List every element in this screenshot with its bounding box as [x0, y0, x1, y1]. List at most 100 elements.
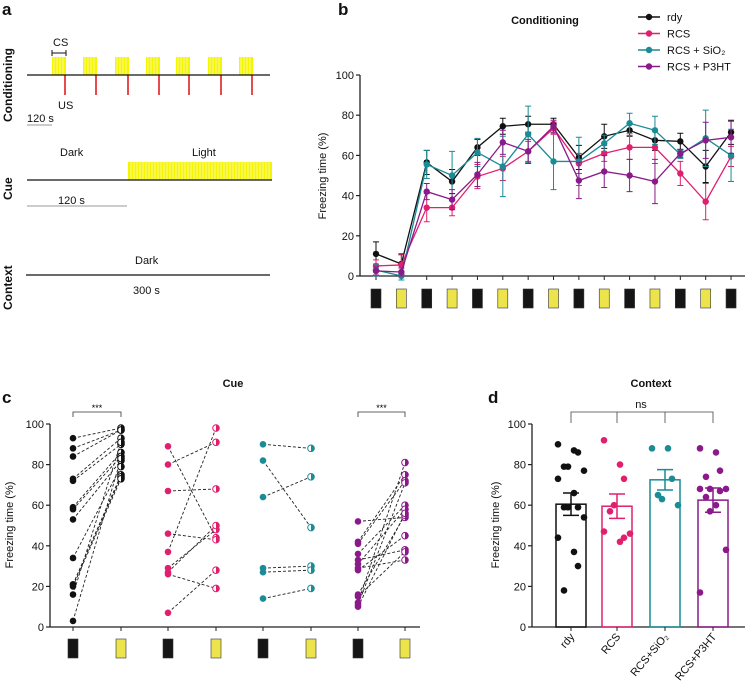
legend-label: RCS	[667, 29, 690, 41]
panel-label-a: a	[2, 0, 12, 19]
dark-point	[354, 518, 362, 525]
chart-b-y-tick-label: 40	[342, 191, 354, 203]
paired-line	[357, 551, 406, 597]
chart-c-light-square	[399, 638, 411, 659]
protocol-diagram: Conditioning Cue Context CS US 120 s Dar…	[1, 37, 272, 310]
chart-b-dark-square	[421, 288, 433, 309]
individual-point	[570, 489, 578, 497]
data-point	[677, 150, 684, 157]
dark-point	[164, 609, 172, 617]
paired-line	[357, 508, 406, 565]
paired-line	[167, 533, 217, 541]
chart-c-dark-square	[257, 638, 269, 659]
individual-point	[620, 475, 628, 483]
individual-point	[574, 503, 582, 511]
context-bar-chart: Context Freezing time (%) 0 20 40 60 80 100 rd…	[490, 378, 745, 683]
bar	[697, 499, 729, 628]
individual-point	[560, 587, 568, 594]
individual-point	[674, 501, 682, 509]
chart-c-y-tick-label: 20	[32, 581, 44, 593]
light-point-half	[405, 510, 409, 517]
dark-point	[164, 530, 172, 537]
data-point	[626, 120, 633, 127]
legend-marker	[645, 13, 653, 21]
chart-c-light-square	[115, 638, 127, 659]
dark-point	[69, 505, 77, 513]
chart-c-dark-square	[352, 638, 364, 659]
individual-point	[600, 436, 608, 444]
chart-b-light-square	[700, 288, 711, 309]
light-point-half	[121, 426, 125, 434]
individual-point	[706, 507, 714, 515]
dark-point	[354, 550, 362, 558]
cs-light-block	[176, 57, 190, 75]
cs-light-block	[83, 57, 97, 75]
chart-d-y-tick-label: 60	[514, 500, 526, 512]
row-label-conditioning: Conditioning	[1, 48, 15, 122]
light-point-half	[121, 455, 125, 462]
conditioning-line-chart: Conditioning Freezing time (%) 0 20 40 60 80…	[317, 12, 745, 309]
context-scale-label: 300 s	[133, 285, 160, 297]
dark-point	[164, 570, 172, 578]
chart-d-y-tick-label: 80	[514, 460, 526, 472]
paired-line	[357, 559, 406, 569]
chart-b-dark-square	[573, 288, 585, 309]
cs-label: CS	[53, 37, 68, 49]
significance-bracket	[570, 411, 714, 423]
individual-point	[664, 445, 672, 452]
individual-point	[702, 493, 710, 501]
significance-label: ***	[376, 403, 387, 413]
paired-line	[72, 458, 122, 622]
panel-label-d: d	[488, 388, 498, 407]
dark-point	[69, 434, 77, 442]
individual-point	[712, 449, 720, 456]
legend-marker	[645, 63, 653, 70]
paired-line	[72, 452, 122, 508]
bar	[601, 505, 633, 628]
data-point	[601, 168, 608, 175]
dark-point	[69, 445, 77, 452]
paired-line	[167, 427, 217, 553]
data-point	[499, 139, 506, 146]
panel-label-b: b	[338, 0, 348, 19]
paired-line	[262, 443, 312, 449]
row-label-cue: Cue	[1, 177, 15, 200]
chart-c-ylabel: Freezing time (%)	[4, 482, 16, 569]
dark-point	[259, 441, 267, 448]
legend-label: RCS + SiO₂	[667, 45, 725, 57]
individual-point	[600, 528, 608, 535]
paired-line	[72, 429, 122, 449]
dark-point	[164, 548, 172, 556]
light-point-half	[216, 424, 220, 432]
data-point	[499, 123, 506, 130]
individual-point	[570, 548, 578, 556]
chart-c-y-tick-label: 80	[32, 460, 44, 472]
data-point	[423, 188, 430, 195]
individual-point	[722, 485, 730, 493]
dark-point	[354, 540, 362, 548]
paired-line	[357, 462, 406, 603]
individual-point	[696, 589, 704, 596]
individual-point	[648, 445, 656, 452]
dark-point	[259, 568, 267, 576]
paired-line	[357, 549, 406, 561]
chart-d-ylabel: Freezing time (%)	[490, 482, 502, 569]
paired-line	[167, 573, 217, 589]
dark-point	[69, 477, 77, 485]
chart-c-dark-square	[67, 638, 79, 659]
chart-b-ylabel: Freezing time (%)	[317, 133, 329, 220]
data-point	[550, 158, 557, 165]
chart-c-y-tick-label: 40	[32, 541, 44, 553]
conditioning-cs-blocks	[52, 57, 253, 95]
chart-b-y-tick-label: 80	[342, 110, 354, 122]
legend-label: rdy	[667, 12, 683, 24]
data-point	[423, 161, 430, 168]
data-point	[575, 177, 583, 184]
legend-marker	[645, 30, 653, 37]
paired-line	[262, 569, 312, 573]
row-label-context: Context	[1, 265, 15, 310]
bar	[555, 503, 587, 628]
light-point-half	[311, 585, 315, 592]
individual-point	[620, 534, 628, 541]
light-point-half	[311, 445, 315, 452]
